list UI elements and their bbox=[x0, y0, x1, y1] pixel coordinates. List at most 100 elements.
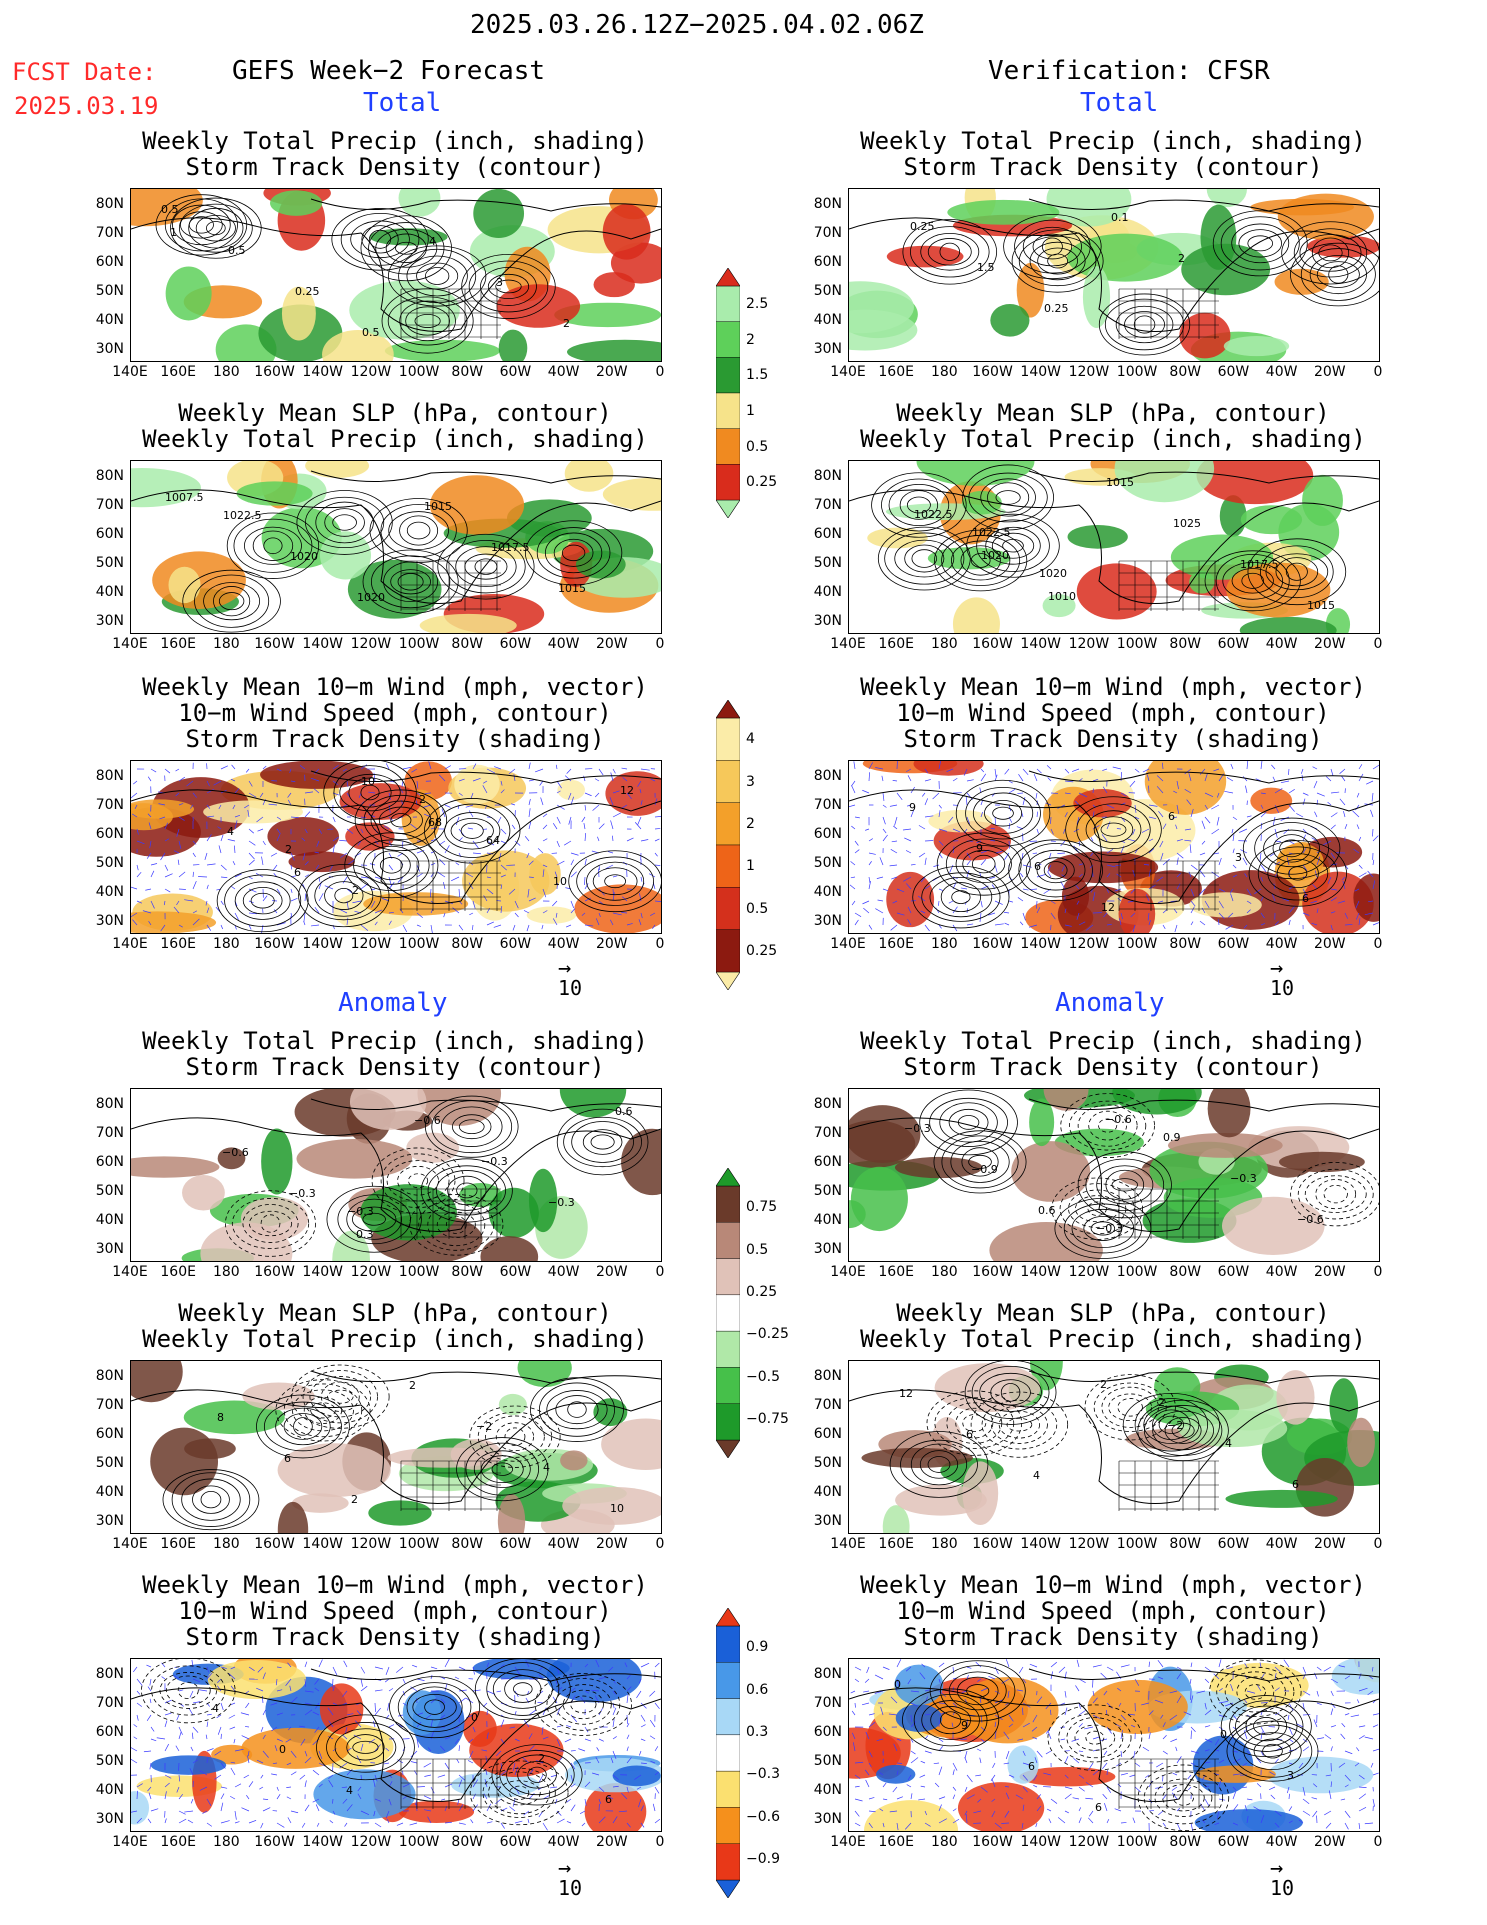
wind-vector bbox=[973, 1810, 982, 1814]
wind-vector bbox=[640, 1822, 645, 1828]
wind-vector bbox=[584, 1726, 589, 1733]
wind-vector bbox=[328, 1720, 334, 1728]
wind-vector bbox=[610, 1757, 614, 1764]
wind-vector bbox=[1372, 1798, 1375, 1807]
wind-vector bbox=[1372, 828, 1374, 837]
shading-patch bbox=[267, 816, 340, 856]
wind-vector bbox=[626, 1686, 632, 1692]
wind-vector bbox=[388, 840, 392, 847]
contour-line bbox=[480, 266, 537, 306]
wind-vector bbox=[131, 813, 138, 818]
wind-vector bbox=[1350, 1714, 1360, 1718]
wind-vector bbox=[495, 1798, 502, 1805]
contour-line bbox=[497, 1780, 541, 1806]
wind-vector bbox=[234, 820, 238, 830]
wind-vector bbox=[966, 923, 974, 926]
wind-vector bbox=[387, 1702, 390, 1711]
wind-vector bbox=[132, 1666, 138, 1673]
panel-title-line: Weekly Total Precip (inch, shading) bbox=[142, 127, 648, 155]
wind-vector bbox=[960, 887, 968, 890]
wind-vector bbox=[430, 1719, 434, 1728]
wind-vector bbox=[164, 1720, 168, 1728]
wind-vector bbox=[191, 1732, 194, 1740]
wind-vector bbox=[1372, 859, 1375, 866]
wind-vector bbox=[1008, 823, 1011, 830]
wind-vector bbox=[850, 876, 856, 879]
wind-vector bbox=[907, 1774, 912, 1781]
wind-vector bbox=[1323, 840, 1332, 846]
contour-line bbox=[941, 535, 1021, 586]
contour-line bbox=[188, 216, 214, 234]
shading-patch bbox=[1274, 268, 1329, 295]
contour-label: 1015 bbox=[1307, 599, 1335, 612]
wind-vector bbox=[340, 852, 348, 858]
wind-vector bbox=[164, 1782, 170, 1788]
wind-vector bbox=[136, 900, 143, 904]
wind-vector bbox=[206, 834, 212, 842]
contour-line bbox=[324, 508, 365, 537]
wind-vector bbox=[636, 1786, 642, 1790]
wind-vector bbox=[527, 1818, 530, 1824]
wind-vector bbox=[444, 765, 451, 770]
shading-patch bbox=[406, 1132, 460, 1163]
wind-vector bbox=[1190, 1762, 1195, 1766]
wind-vector bbox=[275, 1678, 278, 1686]
wind-vector bbox=[1021, 1822, 1024, 1829]
wind-vector bbox=[343, 1660, 348, 1668]
contour-line bbox=[242, 887, 283, 915]
wind-vector bbox=[374, 876, 383, 880]
wind-vector bbox=[1022, 1678, 1027, 1684]
contour-line bbox=[1254, 822, 1329, 875]
wind-vector bbox=[1036, 768, 1042, 774]
contour-line bbox=[293, 1417, 313, 1436]
wind-vector bbox=[865, 1779, 870, 1788]
wind-vector bbox=[1372, 880, 1376, 890]
wind-vector bbox=[1050, 828, 1054, 835]
lon-tick-label: 180 bbox=[930, 1834, 958, 1850]
colorbar-label: 2 bbox=[746, 815, 755, 832]
wind-vector bbox=[411, 768, 418, 773]
shading-patch bbox=[1206, 189, 1247, 208]
right-total-heading: Total bbox=[1080, 88, 1159, 118]
lon-tick-label: 40W bbox=[547, 1834, 580, 1850]
wind-vector bbox=[523, 1720, 530, 1728]
wind-vector bbox=[344, 1822, 348, 1827]
wind-vector bbox=[1003, 1762, 1010, 1765]
wind-vector bbox=[1004, 1785, 1010, 1788]
wind-vector bbox=[220, 834, 224, 842]
contour-line bbox=[346, 1734, 385, 1761]
wind-vector bbox=[1064, 1690, 1067, 1698]
wind-vector bbox=[164, 1699, 172, 1704]
wind-vector bbox=[1092, 1736, 1100, 1740]
wind-vector bbox=[276, 816, 282, 820]
wind-vector bbox=[386, 1818, 390, 1824]
contour-label: 2 bbox=[538, 1752, 545, 1765]
panel-title-line: Weekly Total Precip (inch, shading) bbox=[860, 1325, 1366, 1353]
contour-line bbox=[474, 1659, 571, 1720]
shading-patch bbox=[1042, 594, 1076, 618]
wind-vector bbox=[1190, 1726, 1196, 1732]
contour-line bbox=[568, 850, 661, 913]
wind-vector bbox=[605, 864, 614, 870]
wind-vector bbox=[951, 1722, 954, 1728]
wind-vector bbox=[966, 816, 970, 825]
wind-vector bbox=[1341, 1723, 1346, 1728]
wind-vector bbox=[175, 768, 180, 772]
wind-vector bbox=[868, 1797, 875, 1800]
contour-line bbox=[164, 198, 238, 252]
contour-line bbox=[224, 874, 302, 927]
wind-vector bbox=[612, 1816, 618, 1824]
lon-tick-label: 0 bbox=[655, 636, 665, 652]
contour-line bbox=[934, 1397, 1015, 1449]
wind-vector bbox=[1242, 776, 1248, 782]
contour-label: 1022.5 bbox=[914, 508, 953, 521]
wind-vector bbox=[514, 900, 519, 909]
wind-vector bbox=[385, 763, 390, 770]
contour-label: 4 bbox=[543, 1461, 550, 1474]
shading-patch bbox=[1178, 1409, 1288, 1448]
wind-vector bbox=[1302, 1746, 1310, 1752]
panel-title-line: 10−m Wind Speed (mph, contour) bbox=[896, 1597, 1330, 1625]
wind-vector bbox=[136, 1690, 141, 1695]
shading-patch bbox=[1043, 1089, 1089, 1111]
